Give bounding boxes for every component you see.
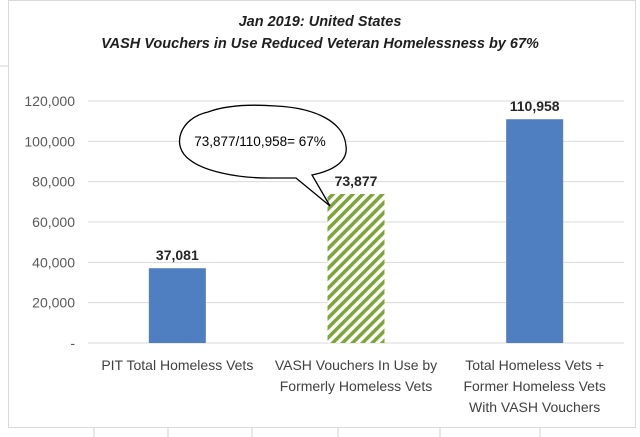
bar bbox=[506, 119, 564, 343]
y-tick-label: 120,000 bbox=[24, 93, 75, 109]
y-tick-label: 80,000 bbox=[32, 174, 75, 190]
callout-bubble bbox=[178, 104, 347, 207]
x-tick-label: Formerly Homeless Vets bbox=[280, 378, 432, 394]
chart-title-line-2: VASH Vouchers in Use Reduced Veteran Hom… bbox=[101, 36, 539, 52]
bar bbox=[148, 268, 206, 343]
y-tick-label: 100,000 bbox=[24, 133, 75, 149]
x-tick-label: Total Homeless Vets + bbox=[465, 357, 604, 373]
y-tick-label: 20,000 bbox=[32, 295, 75, 311]
data-label: 110,958 bbox=[510, 98, 560, 114]
x-tick-label: VASH Vouchers In Use by bbox=[275, 357, 437, 373]
data-label: 37,081 bbox=[156, 247, 199, 263]
x-tick-label: PIT Total Homeless Vets bbox=[101, 357, 253, 373]
data-label: 73,877 bbox=[335, 173, 378, 189]
y-tick-label: 40,000 bbox=[32, 254, 75, 270]
x-tick-label: Former Homeless Vets bbox=[463, 378, 605, 394]
bar bbox=[327, 194, 385, 343]
chart-title-line-1: Jan 2019: United States bbox=[238, 14, 402, 30]
callout-annotation: 73,877/110,958= 67% bbox=[194, 134, 326, 149]
y-tick-label: 60,000 bbox=[32, 214, 75, 230]
y-tick-label: - bbox=[70, 335, 75, 351]
x-tick-label: With VASH Vouchers bbox=[469, 399, 600, 415]
